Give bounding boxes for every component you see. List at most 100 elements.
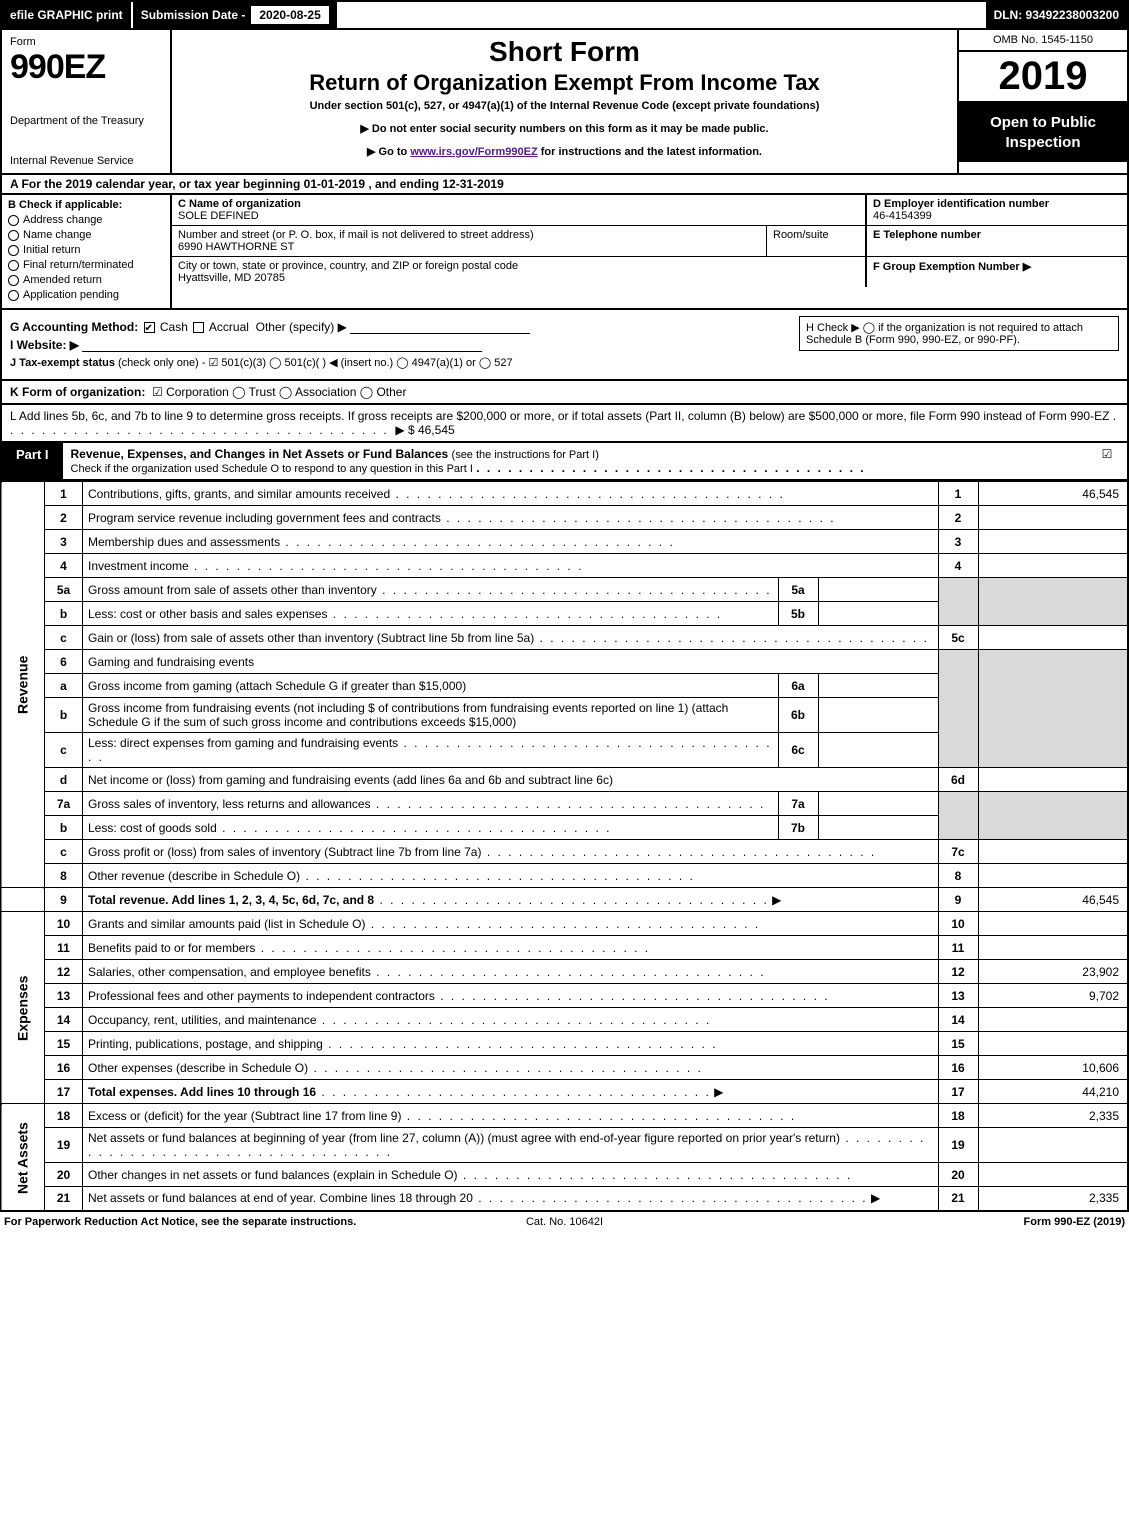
col-num: 21 [938, 1187, 978, 1211]
dots [317, 1013, 712, 1027]
col-num: 18 [938, 1104, 978, 1128]
line-desc: Less: direct expenses from gaming and fu… [83, 733, 779, 768]
line-num: 13 [45, 984, 83, 1008]
side-net-assets: Net Assets [1, 1104, 45, 1211]
line-desc: Other changes in net assets or fund bala… [83, 1163, 939, 1187]
part-i-header: Part I Revenue, Expenses, and Changes in… [0, 443, 1129, 481]
info-block: B Check if applicable: Address change Na… [0, 195, 1129, 310]
chk-address-change[interactable]: Address change [8, 214, 164, 226]
d-label: D Employer identification number [873, 198, 1049, 210]
desc-text: Gross sales of inventory, less returns a… [88, 797, 371, 811]
shade-cell [938, 792, 978, 840]
dots [217, 821, 612, 835]
line-desc: Printing, publications, postage, and shi… [83, 1032, 939, 1056]
section-l: L Add lines 5b, 6c, and 7b to line 9 to … [0, 405, 1129, 443]
dots [189, 559, 584, 573]
footer-cat: Cat. No. 10642I [378, 1216, 752, 1228]
col-val [978, 768, 1128, 792]
chk-application-pending[interactable]: Application pending [8, 289, 164, 301]
sub-val [818, 674, 938, 698]
other-fill[interactable] [350, 322, 530, 334]
line-desc: Program service revenue including govern… [83, 506, 939, 530]
section-c-address: Number and street (or P. O. box, if mail… [172, 226, 767, 256]
section-f: F Group Exemption Number ▶ [867, 257, 1127, 287]
shade-cell [978, 578, 1128, 626]
line-desc: Contributions, gifts, grants, and simila… [83, 482, 939, 506]
shade-cell [978, 792, 1128, 840]
line-desc: Gross sales of inventory, less returns a… [83, 792, 779, 816]
chk-cash[interactable] [144, 322, 155, 333]
dots [300, 869, 695, 883]
line-num: 3 [45, 530, 83, 554]
desc-text: Printing, publications, postage, and shi… [88, 1037, 323, 1051]
line-num: 20 [45, 1163, 83, 1187]
city-label: City or town, state or province, country… [178, 260, 518, 272]
col-num: 3 [938, 530, 978, 554]
chk-amended-return[interactable]: Amended return [8, 274, 164, 286]
footer-form: Form 990-EZ (2019) [751, 1216, 1125, 1228]
table-row: Expenses 10 Grants and similar amounts p… [1, 912, 1128, 936]
col-val: 46,545 [978, 888, 1128, 912]
desc-text: Program service revenue including govern… [88, 511, 441, 525]
table-row: 19 Net assets or fund balances at beginn… [1, 1128, 1128, 1163]
f-label: F Group Exemption Number ▶ [873, 261, 1031, 273]
l-text: L Add lines 5b, 6c, and 7b to line 9 to … [10, 409, 1109, 423]
sub-val [818, 733, 938, 768]
col-num: 9 [938, 888, 978, 912]
line-num: 4 [45, 554, 83, 578]
desc-text: Professional fees and other payments to … [88, 989, 435, 1003]
line-num: b [45, 816, 83, 840]
efile-print-label[interactable]: efile GRAPHIC print [2, 2, 133, 28]
desc-text: Less: direct expenses from gaming and fu… [88, 736, 398, 750]
website-fill[interactable] [82, 340, 482, 352]
table-row: 7a Gross sales of inventory, less return… [1, 792, 1128, 816]
col-num: 16 [938, 1056, 978, 1080]
line-desc: Excess or (deficit) for the year (Subtra… [83, 1104, 939, 1128]
irs-label: Internal Revenue Service [10, 155, 162, 167]
chk-initial-return[interactable]: Initial return [8, 244, 164, 256]
line-desc: Other expenses (describe in Schedule O) [83, 1056, 939, 1080]
subtitle: Under section 501(c), 527, or 4947(a)(1)… [182, 100, 947, 112]
line-num: 10 [45, 912, 83, 936]
chk-label: Name change [23, 229, 92, 241]
desc-text: Membership dues and assessments [88, 535, 280, 549]
form-number: 990EZ [10, 48, 162, 87]
dots [435, 989, 830, 1003]
chk-name-change[interactable]: Name change [8, 229, 164, 241]
goto-pre: ▶ Go to [367, 146, 410, 158]
checkbox-icon [8, 245, 19, 256]
col-val [978, 864, 1128, 888]
desc-text: Contributions, gifts, grants, and simila… [88, 487, 390, 501]
col-num: 13 [938, 984, 978, 1008]
table-row: 12 Salaries, other compensation, and emp… [1, 960, 1128, 984]
table-row: 11 Benefits paid to or for members 11 [1, 936, 1128, 960]
sub-num: 7a [778, 792, 818, 816]
section-j: J Tax-exempt status (check only one) - ☑… [10, 356, 1119, 369]
irs-link[interactable]: www.irs.gov/Form990EZ [410, 146, 537, 158]
k-label: K Form of organization: [10, 385, 145, 399]
col-val: 2,335 [978, 1187, 1128, 1211]
section-e: E Telephone number [867, 226, 1127, 256]
desc-text: Other changes in net assets or fund bala… [88, 1168, 458, 1182]
side-expenses: Expenses [1, 912, 45, 1104]
org-name: SOLE DEFINED [178, 210, 259, 222]
col-num: 11 [938, 936, 978, 960]
sub-num: 5a [778, 578, 818, 602]
city-value: Hyattsville, MD 20785 [178, 272, 285, 284]
topbar-spacer [339, 2, 986, 28]
title-short-form: Short Form [182, 36, 947, 68]
section-k: K Form of organization: ☑ Corporation ◯ … [0, 381, 1129, 405]
sub-num: 6b [778, 698, 818, 733]
dots [401, 1109, 796, 1123]
dots [323, 1037, 718, 1051]
goto-instructions: ▶ Go to www.irs.gov/Form990EZ for instru… [182, 145, 947, 158]
col-num: 1 [938, 482, 978, 506]
chk-accrual[interactable] [193, 322, 204, 333]
table-row: 4 Investment income 4 [1, 554, 1128, 578]
room-label: Room/suite [773, 229, 829, 241]
checkbox-icon [8, 230, 19, 241]
part-i-checkbox[interactable]: ☑ [1087, 443, 1127, 479]
chk-final-return[interactable]: Final return/terminated [8, 259, 164, 271]
row-a-tax-year: A For the 2019 calendar year, or tax yea… [0, 175, 1129, 195]
col-num: 7c [938, 840, 978, 864]
